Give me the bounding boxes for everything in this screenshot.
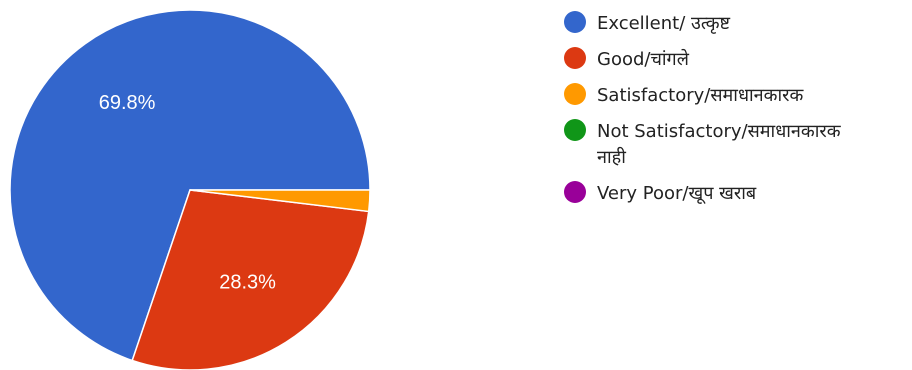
slice-data-label: 69.8% [99,92,156,114]
pie-slice [189,189,371,213]
pie-slice [131,189,370,370]
pie-slices [9,9,371,370]
legend-marker [564,83,586,105]
pie-data-labels: 69.8% 28.3% [99,92,276,293]
legend-marker [564,119,586,141]
legend-marker [564,11,586,33]
pie-slice [9,9,371,362]
legend-marker [564,181,586,203]
legend-item: Very Poor/खूप खराब [564,181,757,204]
legend-label: Good/चांगले [597,48,690,70]
legend-item: Satisfactory/समाधानकारक [564,83,805,106]
legend-item: Not Satisfactory/समाधानकारक नाही [564,119,842,168]
slice-data-label: 28.3% [219,271,276,293]
legend-item: Good/चांगले [564,47,690,70]
legend-label: Satisfactory/समाधानकारक [597,85,805,106]
legend: Excellent/ उत्कृष्ट Good/चांगले Satisfacto… [564,11,842,204]
legend-item: Excellent/ उत्कृष्ट [564,11,731,34]
legend-label: Very Poor/खूप खराब [597,183,757,204]
legend-label: Not Satisfactory/समाधानकारक [597,121,842,142]
legend-label: नाही [597,146,626,168]
legend-label: Excellent/ उत्कृष्ट [597,13,731,34]
legend-marker [564,47,586,69]
